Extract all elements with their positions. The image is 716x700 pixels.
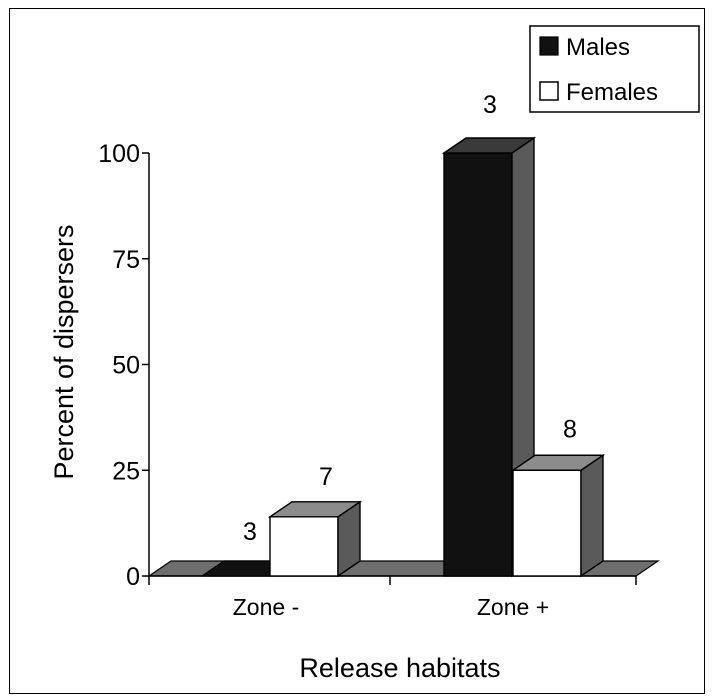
bar-front-face: [512, 469, 582, 577]
y-tick-label: 50: [112, 352, 140, 380]
bar-labels: 3 7 3 8: [243, 91, 577, 546]
x-category-label: Zone -: [233, 594, 299, 620]
y-tick-label: 100: [98, 140, 140, 168]
bar-label-males-1: 3: [483, 91, 497, 119]
bar-females-1: [510, 453, 606, 578]
legend-label-females: Females: [566, 79, 658, 106]
y-axis-title: Percent of dispersers: [49, 224, 79, 479]
y-axis: 0 25 50 75 100: [98, 140, 150, 591]
legend: Males Females: [529, 25, 700, 113]
x-axis-title: Release habitats: [299, 653, 500, 683]
legend-swatch-males: [539, 36, 559, 56]
bar-front-face: [269, 516, 339, 577]
bar-top-face: [267, 501, 363, 518]
y-tick-label: 75: [112, 246, 140, 274]
y-tick-label: 0: [126, 563, 140, 591]
chart-frame: [9, 8, 705, 694]
bar-side-face: [580, 453, 604, 578]
x-axis: Zone - Zone +: [148, 576, 637, 620]
x-category-label: Zone +: [477, 594, 549, 620]
legend-swatch-females: [539, 81, 559, 101]
bar-top-face: [441, 137, 537, 154]
bar-label-males-0: 3: [243, 518, 257, 546]
bar-females-0: [267, 500, 363, 578]
bars-group: [200, 136, 606, 578]
y-tick-label: 25: [112, 457, 140, 485]
bar-label-females-1: 8: [563, 415, 577, 443]
bar-label-females-0: 7: [319, 463, 333, 491]
bar-front-face: [443, 152, 513, 577]
bar-top-face: [510, 454, 606, 471]
legend-label-males: Males: [566, 34, 630, 61]
